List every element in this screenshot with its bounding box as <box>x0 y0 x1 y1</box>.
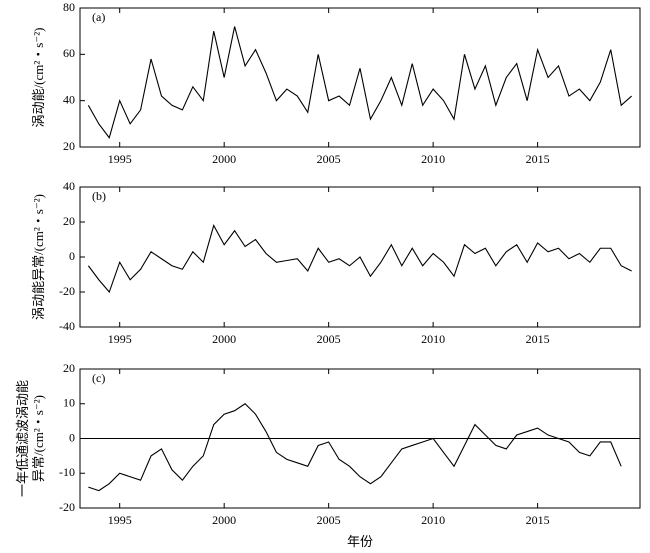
panel-label: (b) <box>92 189 106 203</box>
x-tick-label: 1995 <box>108 152 132 166</box>
y-tick-label: 0 <box>69 430 75 444</box>
x-tick-label: 2005 <box>317 152 341 166</box>
x-tick-label: 1995 <box>108 332 132 346</box>
y-tick-label: 20 <box>63 214 75 228</box>
plot-frame <box>79 7 641 148</box>
y-axis-label: 一年低通滤波涡动能 <box>15 380 30 497</box>
y-axis-label: 涡动能/(cm²・s⁻²) <box>31 28 46 128</box>
y-tick-label: 20 <box>63 361 75 375</box>
y-tick-label: 40 <box>63 92 75 106</box>
y-tick-label: -10 <box>59 465 75 479</box>
x-tick-label: 2015 <box>526 332 550 346</box>
x-tick-label: 2010 <box>421 152 445 166</box>
x-tick-label: 2005 <box>317 513 341 527</box>
data-line <box>87 224 632 294</box>
x-tick-label: 2015 <box>526 513 550 527</box>
y-tick-label: 10 <box>63 396 75 410</box>
x-tick-label: 2005 <box>317 332 341 346</box>
x-tick-label: 2000 <box>212 513 236 527</box>
x-tick-label: 2010 <box>421 513 445 527</box>
panel-label: (c) <box>92 371 105 385</box>
x-tick-label: 2000 <box>212 152 236 166</box>
x-tick-label: 1995 <box>108 513 132 527</box>
x-axis-label: 年份 <box>347 534 373 549</box>
y-tick-label: 0 <box>69 249 75 263</box>
x-tick-label: 2015 <box>526 152 550 166</box>
y-tick-label: 20 <box>63 139 75 153</box>
data-line <box>88 403 622 492</box>
y-tick-label: -20 <box>59 500 75 514</box>
y-axis-label: 异常/(cm²・s⁻²) <box>31 395 46 482</box>
x-tick-label: 2000 <box>212 332 236 346</box>
y-tick-label: 40 <box>63 179 75 193</box>
y-tick-label: 80 <box>63 0 75 14</box>
x-tick-label: 2010 <box>421 332 445 346</box>
y-tick-label: -40 <box>59 319 75 333</box>
y-tick-label: -20 <box>59 284 75 298</box>
y-axis-label: 涡动能异常/(cm²・s⁻²) <box>31 194 46 320</box>
panel-label: (a) <box>92 10 105 24</box>
data-line <box>87 26 633 139</box>
y-tick-label: 60 <box>63 46 75 60</box>
